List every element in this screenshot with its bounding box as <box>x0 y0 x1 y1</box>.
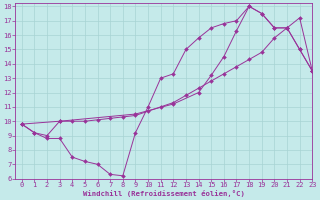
X-axis label: Windchill (Refroidissement éolien,°C): Windchill (Refroidissement éolien,°C) <box>83 190 245 197</box>
